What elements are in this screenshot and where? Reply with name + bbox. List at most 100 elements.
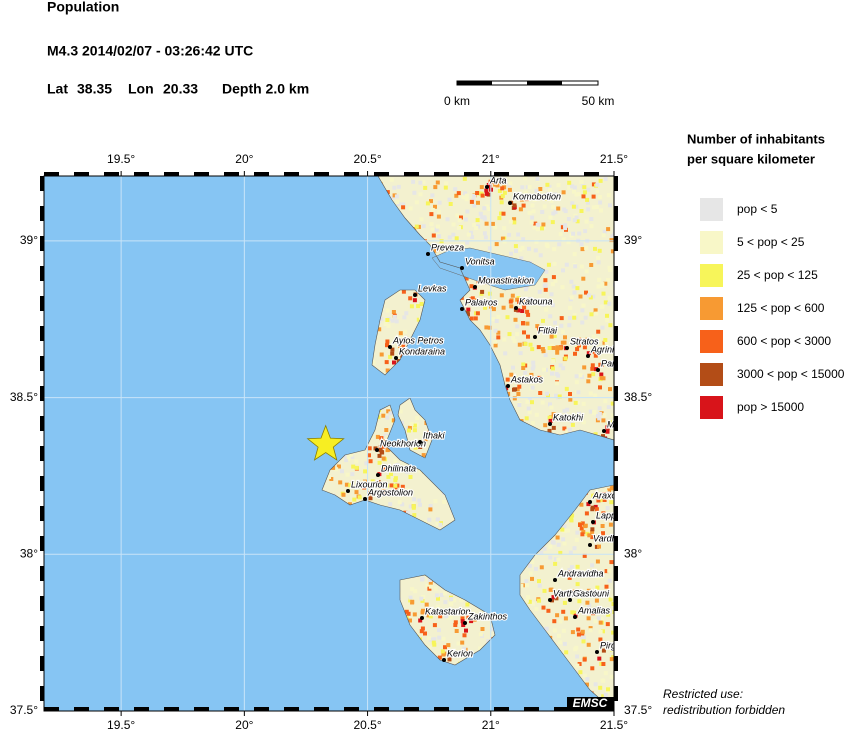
population-cell: [370, 479, 375, 484]
population-cell: [550, 366, 555, 371]
population-cell: [556, 206, 561, 211]
population-cell: [605, 318, 610, 323]
population-cell: [349, 452, 354, 457]
population-cell: [552, 619, 557, 624]
population-cell: [591, 205, 596, 210]
population-cell: [429, 212, 434, 217]
population-cell: [593, 682, 598, 687]
population-cell: [572, 185, 577, 190]
population-cell: [518, 207, 523, 212]
population-cell: [410, 599, 415, 604]
population-cell: [612, 232, 614, 237]
population-cell: [534, 239, 539, 244]
population-cell: [608, 597, 613, 602]
population-cell: [528, 342, 533, 347]
population-cell: [505, 377, 510, 382]
population-cell: [579, 264, 584, 269]
population-cell: [578, 523, 582, 527]
legend-swatch: [700, 396, 723, 419]
legend-label: 3000 < pop < 15000: [737, 367, 845, 381]
population-cell: [494, 319, 499, 323]
population-cell: [602, 498, 607, 502]
population-cell: [589, 224, 594, 229]
legend-label: pop > 15000: [737, 400, 804, 414]
population-cell: [562, 528, 567, 533]
population-cell: [548, 555, 553, 560]
population-cell: [478, 646, 483, 651]
population-cell: [601, 629, 605, 634]
population-cell: [493, 182, 498, 187]
population-cell: [454, 193, 459, 198]
population-cell: [557, 633, 561, 638]
population-cell: [513, 244, 518, 249]
legend-label: 25 < pop < 125: [737, 268, 818, 282]
population-cell: [608, 323, 613, 328]
population-cell: [568, 550, 573, 555]
population-cell: [413, 445, 418, 450]
population-cell: [573, 264, 578, 269]
population-cell: [535, 324, 540, 329]
population-cell: [591, 611, 596, 616]
population-cell: [392, 314, 397, 319]
x-tick-label: 20°: [235, 718, 253, 732]
population-cell: [546, 608, 551, 613]
population-cell: [523, 190, 528, 195]
population-cell: [556, 542, 561, 547]
population-cell: [590, 535, 595, 540]
population-cell: [475, 191, 480, 195]
population-cell: [521, 321, 526, 325]
population-cell: [595, 559, 600, 564]
population-cell: [582, 657, 587, 662]
population-cell: [412, 428, 417, 433]
population-cell: [579, 526, 584, 531]
population-cell: [558, 550, 563, 555]
population-cell: [472, 617, 477, 622]
population-cell: [410, 587, 415, 592]
population-cell: [401, 289, 406, 294]
population-cell: [604, 610, 609, 615]
population-cell: [572, 315, 577, 320]
population-cell: [606, 193, 611, 198]
population-cell: [545, 182, 550, 187]
population-cell: [587, 373, 592, 378]
population-cell: [572, 252, 577, 257]
population-cell: [487, 325, 492, 330]
population-cell: [392, 418, 396, 423]
population-cell: [596, 284, 601, 289]
population-cell: [598, 637, 603, 642]
population-cell: [586, 207, 591, 212]
population-cell: [546, 326, 551, 331]
population-cell: [605, 429, 610, 434]
population-cell: [589, 263, 594, 267]
population-cell: [597, 406, 602, 411]
population-cell: [470, 296, 475, 301]
population-cell: [379, 352, 384, 357]
population-cell: [606, 612, 611, 617]
population-cell: [545, 391, 549, 396]
population-cell: [609, 500, 614, 505]
population-cell: [390, 195, 395, 200]
population-cell: [563, 356, 568, 361]
population-cell: [590, 363, 595, 368]
population-cell: [460, 619, 465, 624]
population-cell: [584, 219, 589, 224]
city-label: Palairos: [465, 297, 498, 307]
population-cell: [517, 384, 522, 389]
population-cell: [572, 290, 577, 295]
population-cell: [419, 596, 424, 601]
population-cell: [390, 351, 395, 356]
notice: redistribution forbidden: [663, 703, 785, 717]
population-cell: [551, 346, 556, 350]
legend-label: pop < 5: [737, 202, 778, 216]
population-cell: [493, 328, 498, 333]
population-cell: [566, 528, 570, 533]
population-cell: [586, 588, 591, 593]
population-cell: [345, 472, 350, 477]
population-cell: [573, 400, 578, 405]
population-cell: [350, 472, 355, 477]
scale-start: 0 km: [444, 94, 470, 108]
population-cell: [486, 183, 491, 187]
population-cell: [601, 434, 605, 439]
population-cell: [442, 500, 447, 504]
population-cell: [524, 579, 529, 584]
